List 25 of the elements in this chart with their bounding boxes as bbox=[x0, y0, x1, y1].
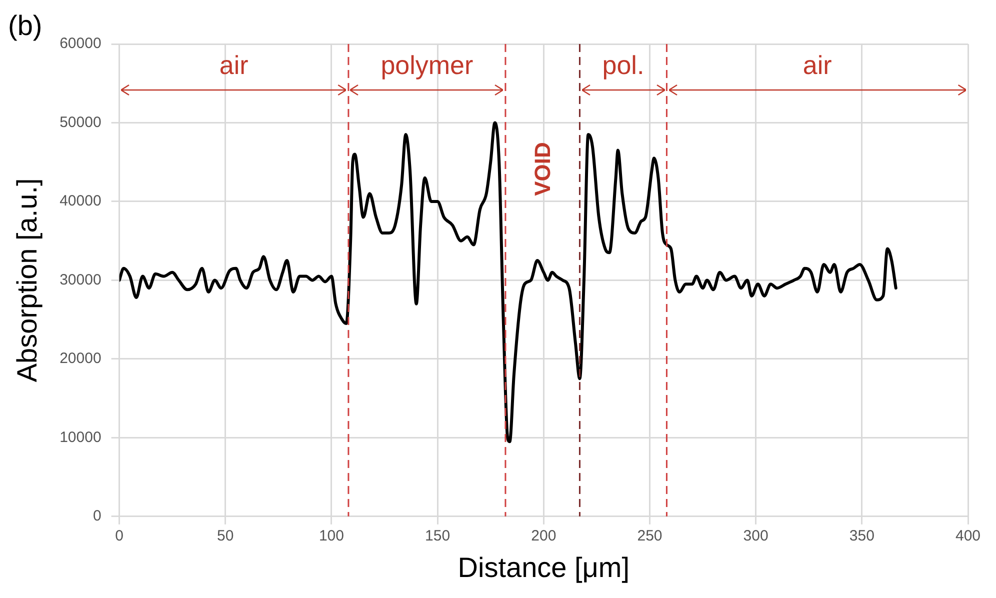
x-tick-label: 0 bbox=[115, 528, 124, 545]
y-tick-label: 50000 bbox=[60, 114, 102, 131]
annotation: VOID bbox=[528, 141, 556, 198]
x-axis-title: Distance [μm] bbox=[458, 552, 630, 583]
y-tick-label: 60000 bbox=[60, 35, 102, 52]
y-tick-label: 0 bbox=[92, 508, 102, 525]
y-axis-title: Absorption [a.u.] bbox=[12, 178, 43, 382]
x-tick-label: 100 bbox=[318, 528, 344, 545]
x-tick-label: 50 bbox=[217, 528, 234, 545]
y-tick-label: 30000 bbox=[60, 271, 102, 288]
x-tick-label: 150 bbox=[425, 528, 450, 545]
line-series bbox=[119, 121, 898, 444]
annotation: pol. bbox=[601, 50, 646, 81]
x-tick-label: 200 bbox=[531, 528, 556, 545]
x-tick-label: 400 bbox=[955, 528, 981, 545]
annotation: air bbox=[218, 50, 250, 81]
x-tick-label: 350 bbox=[849, 528, 874, 545]
annotation: polymer bbox=[380, 50, 474, 81]
y-tick-label: 40000 bbox=[60, 192, 102, 210]
x-tick-label: 300 bbox=[743, 528, 768, 545]
text: (b) bbox=[8, 10, 42, 42]
y-tick-label: 20000 bbox=[60, 350, 102, 368]
annotation: air bbox=[802, 50, 833, 81]
x-tick-label: 250 bbox=[637, 528, 662, 545]
y-tick-label: 10000 bbox=[60, 428, 102, 446]
